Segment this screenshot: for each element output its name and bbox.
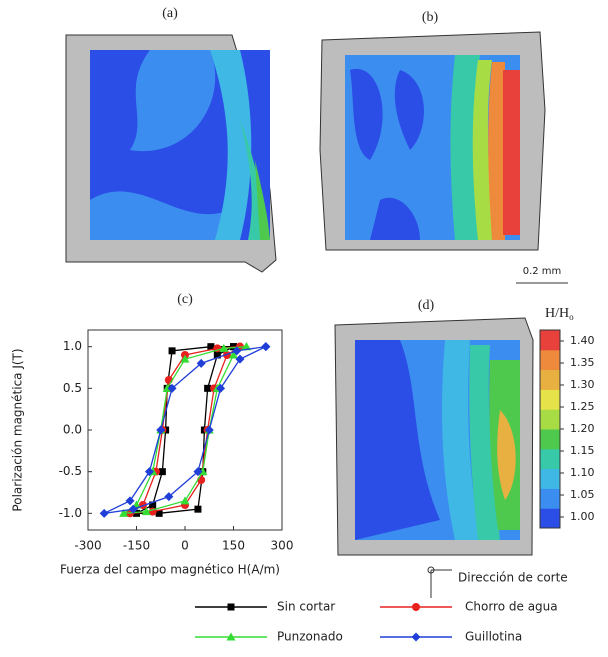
map-b: [319, 31, 546, 251]
marker: [167, 383, 177, 393]
map-d: [334, 317, 534, 556]
marker: [196, 358, 206, 368]
marker: [193, 467, 203, 477]
marker: [411, 632, 421, 642]
colorbar-tick-label: 1.35: [570, 356, 595, 369]
legend-label: Sin cortar: [277, 600, 335, 614]
marker: [141, 507, 151, 516]
hysteresis-chart: -300 -150 0 150 300 -1.0 -0.5 0.0 0.5 1.0 Fuerza d…: [11, 329, 294, 577]
panel-label: (b): [422, 10, 439, 25]
y-tick-label: -1.0: [59, 506, 82, 520]
x-tick-label: 300: [271, 539, 294, 553]
marker: [158, 468, 166, 476]
map-a: [65, 34, 277, 273]
colorbar-band: [540, 369, 560, 390]
marker: [204, 425, 214, 435]
marker: [219, 343, 229, 352]
colorbar-tick-label: 1.05: [570, 488, 595, 501]
legend-label: Chorro de agua: [465, 600, 558, 614]
marker: [149, 501, 157, 509]
marker: [235, 354, 245, 364]
x-tick-label: 150: [222, 539, 245, 553]
marker: [412, 603, 420, 611]
colorbar-band: [540, 488, 560, 509]
colorbar-band: [540, 508, 560, 529]
series-line: [136, 346, 234, 514]
x-tick-label: -150: [123, 539, 150, 553]
colorbar-title: H/Ho: [545, 306, 574, 322]
marker: [232, 346, 242, 356]
marker: [119, 508, 129, 517]
x-tick-label: -300: [74, 539, 101, 553]
legend-label: Guillotina: [465, 630, 522, 644]
series-line: [123, 346, 247, 514]
colorbar-tick-label: 1.00: [570, 510, 595, 523]
colorbar-tick-label: 1.15: [570, 444, 595, 457]
colorbar-title-sub: o: [569, 312, 574, 322]
marker: [125, 496, 135, 506]
marker: [207, 343, 215, 351]
colorbar-tick-label: 1.40: [570, 334, 595, 347]
marker: [216, 383, 226, 393]
y-tick-label: -0.5: [59, 464, 82, 478]
marker: [229, 350, 238, 359]
colorbar-tick-label: 1.30: [570, 378, 595, 391]
marker: [164, 492, 174, 502]
y-axis-label: Polarización magnética J(T): [11, 348, 25, 511]
marker: [128, 504, 138, 514]
marker: [261, 342, 271, 352]
marker: [144, 467, 154, 477]
marker: [156, 425, 166, 435]
series-line: [129, 346, 241, 514]
colorbar-band: [540, 409, 560, 430]
marker: [180, 354, 190, 363]
colorbar-title-main: H/H: [545, 306, 569, 321]
marker: [194, 505, 202, 513]
marker: [168, 347, 176, 355]
colorbar-band: [540, 429, 560, 450]
panel-label: (a): [162, 6, 178, 21]
x-tick-label: 0: [181, 539, 189, 553]
x-axis-label: Fuerza del campo magnético H(A/m): [60, 563, 280, 577]
cut-direction-arrow: [427, 566, 452, 598]
legend: Sin cortar Chorro de agua Punzonado Guillot…: [195, 600, 558, 644]
scale-bar-label: 0.2 mm: [523, 266, 562, 277]
marker: [227, 603, 235, 611]
marker: [241, 342, 251, 351]
y-tick-label: 1.0: [63, 339, 82, 353]
colorbar-band: [540, 330, 560, 351]
cut-direction: Dirección de corte: [458, 571, 568, 585]
colorbar-band: [540, 349, 560, 371]
colorbar-band: [540, 468, 560, 489]
marker: [204, 384, 212, 392]
colorbar-tick-label: 1.20: [570, 422, 595, 435]
marker: [213, 351, 221, 359]
colorbar-band: [540, 448, 560, 470]
colorbar: 1.00 1.05 1.10 1.15 1.20 1.25 1.30 1.35 1.40: [539, 329, 595, 529]
legend-label: Punzonado: [277, 630, 343, 644]
marker: [226, 632, 236, 641]
panel-label: (d): [418, 298, 435, 313]
marker: [99, 508, 109, 518]
y-tick-label: 0.0: [63, 423, 82, 437]
colorbar-tick-label: 1.25: [570, 400, 595, 413]
marker: [180, 496, 190, 505]
panel-label: (c): [177, 292, 193, 307]
y-tick-label: 0.5: [63, 381, 82, 395]
colorbar-band: [540, 389, 560, 410]
colorbar-tick-label: 1.10: [570, 466, 595, 479]
marker: [155, 509, 163, 517]
series-line: [103, 346, 267, 514]
